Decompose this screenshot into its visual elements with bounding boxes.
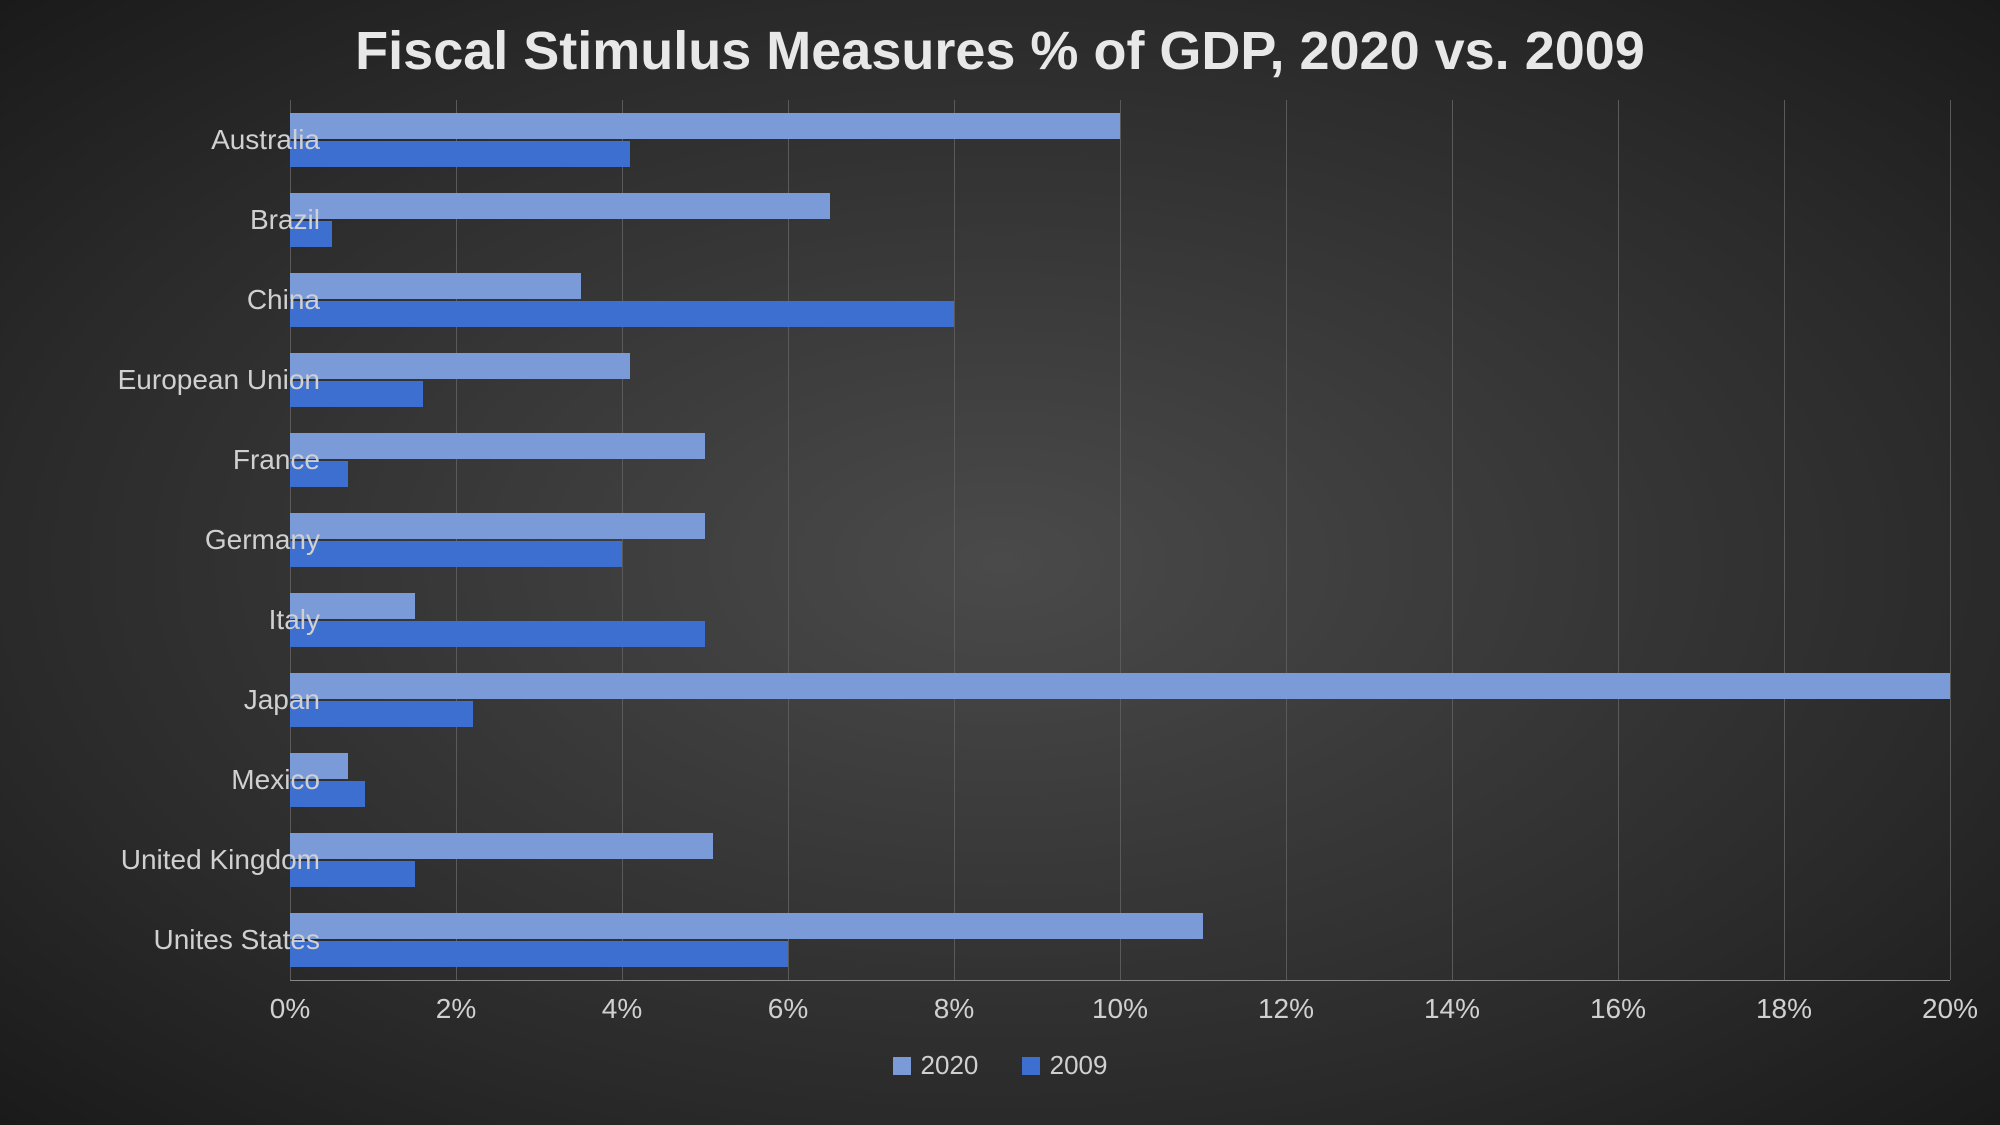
chart-title: Fiscal Stimulus Measures % of GDP, 2020 … [0, 0, 2000, 92]
y-category-label: Australia [40, 124, 320, 156]
legend-swatch-icon [1022, 1057, 1040, 1075]
bar-group [290, 260, 1950, 340]
x-tick-label: 14% [1424, 993, 1480, 1025]
bar-2009 [290, 541, 622, 567]
legend-item-2020: 2020 [893, 1050, 979, 1081]
bar-group [290, 100, 1950, 180]
x-axis: 0%2%4%6%8%10%12%14%16%18%20% [290, 985, 1950, 1025]
x-tick-label: 20% [1922, 993, 1978, 1025]
x-tick-label: 12% [1258, 993, 1314, 1025]
x-tick-label: 16% [1590, 993, 1646, 1025]
chart-plot-area [290, 100, 1950, 980]
bar-2020 [290, 433, 705, 459]
bar-group [290, 900, 1950, 980]
y-category-label: Italy [40, 604, 320, 636]
bar-group [290, 180, 1950, 260]
y-category-label: France [40, 444, 320, 476]
x-axis-line [290, 980, 1950, 981]
y-category-label: United Kingdom [40, 844, 320, 876]
bar-group [290, 580, 1950, 660]
y-category-label: European Union [40, 364, 320, 396]
bar-2020 [290, 513, 705, 539]
x-tick-label: 4% [602, 993, 642, 1025]
x-tick-label: 6% [768, 993, 808, 1025]
gridline [1950, 100, 1951, 980]
y-category-label: Germany [40, 524, 320, 556]
legend-item-2009: 2009 [1022, 1050, 1108, 1081]
bar-group [290, 420, 1950, 500]
bar-2009 [290, 141, 630, 167]
bar-2020 [290, 193, 830, 219]
legend-label: 2009 [1050, 1050, 1108, 1081]
bar-2009 [290, 621, 705, 647]
bar-group [290, 660, 1950, 740]
y-category-label: Mexico [40, 764, 320, 796]
x-tick-label: 2% [436, 993, 476, 1025]
chart-legend: 2020 2009 [0, 1050, 2000, 1082]
bar-2020 [290, 113, 1120, 139]
x-tick-label: 8% [934, 993, 974, 1025]
y-category-label: Brazil [40, 204, 320, 236]
bar-2020 [290, 353, 630, 379]
bar-group [290, 740, 1950, 820]
x-tick-label: 0% [270, 993, 310, 1025]
y-category-label: Japan [40, 684, 320, 716]
bar-2009 [290, 301, 954, 327]
bar-group [290, 820, 1950, 900]
bar-group [290, 340, 1950, 420]
bar-2009 [290, 941, 788, 967]
legend-swatch-icon [893, 1057, 911, 1075]
bar-2020 [290, 273, 581, 299]
legend-label: 2020 [921, 1050, 979, 1081]
bar-group [290, 500, 1950, 580]
y-category-label: China [40, 284, 320, 316]
bar-2020 [290, 913, 1203, 939]
bar-2020 [290, 833, 713, 859]
x-tick-label: 10% [1092, 993, 1148, 1025]
x-tick-label: 18% [1756, 993, 1812, 1025]
bar-2020 [290, 673, 1950, 699]
y-category-label: Unites States [40, 924, 320, 956]
